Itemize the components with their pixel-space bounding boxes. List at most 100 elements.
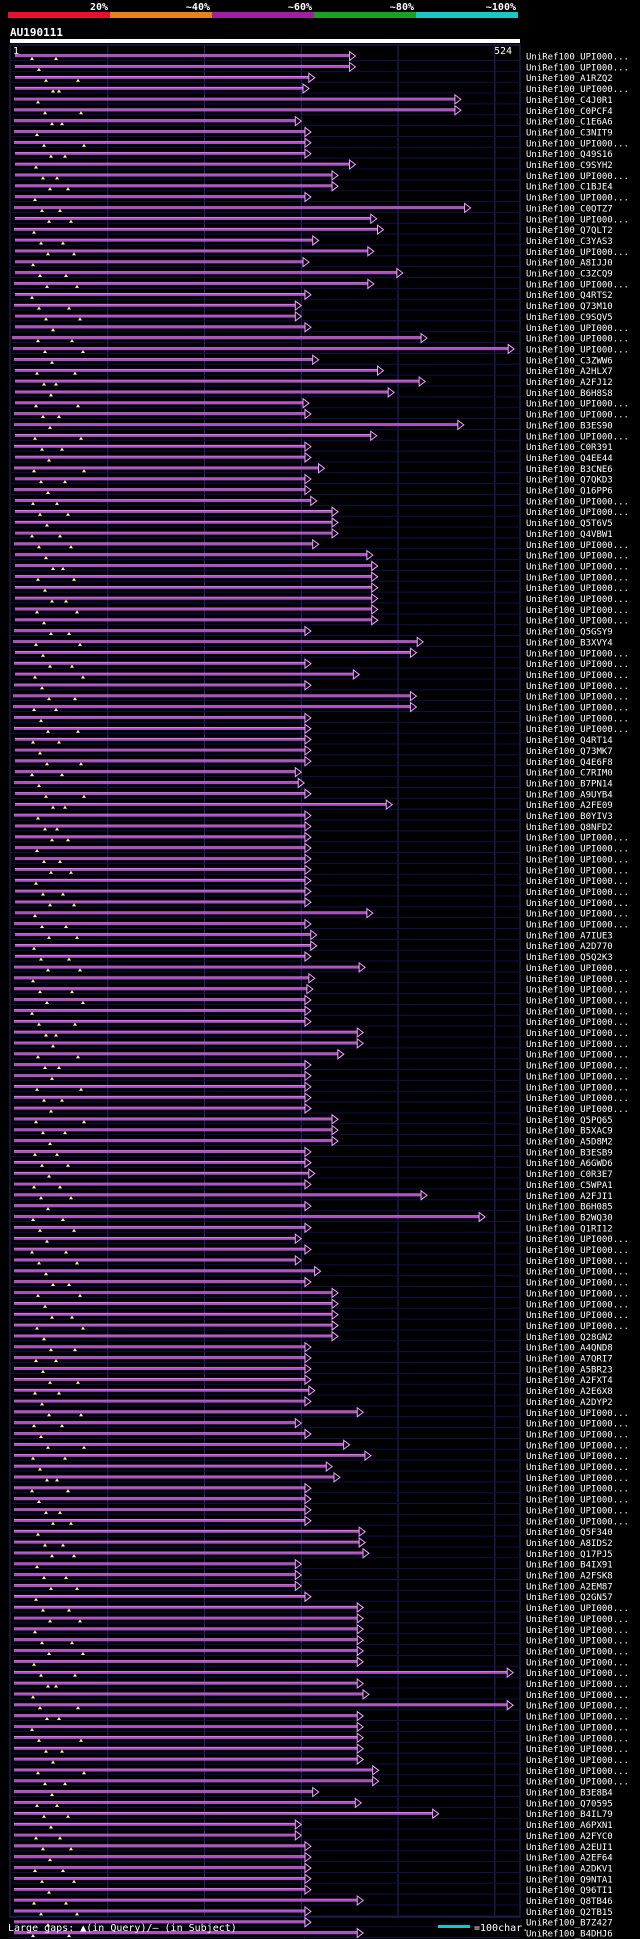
hit-arrowhead [302, 83, 310, 95]
hit-arrowhead [304, 1862, 312, 1874]
gap-marker [60, 1424, 64, 1428]
hit-label: UniRef100_UPI000... [526, 1680, 629, 1690]
gap-marker [32, 1901, 36, 1905]
hit-arrowhead [409, 647, 418, 659]
hit-arrowhead [372, 1775, 380, 1787]
hit-arrowhead [356, 1710, 365, 1722]
hit-arrowhead [420, 332, 428, 344]
hit-label: UniRef100_UPI000... [526, 85, 629, 95]
hit-label: UniRef100_UPI000... [526, 584, 629, 594]
gap-marker [55, 501, 59, 505]
hit-label: UniRef100_A2DYP2 [526, 1398, 613, 1408]
gap-marker [70, 1315, 74, 1319]
hit-arrowhead [304, 1916, 312, 1928]
hit-bar [14, 597, 373, 600]
hit-arrowhead [297, 777, 306, 789]
hit-bar [13, 98, 456, 101]
identity-label: ~100% [486, 2, 516, 13]
gap-marker [37, 1022, 41, 1026]
hit-arrowhead [356, 1406, 365, 1418]
hit-label: UniRef100_UPI000... [526, 1778, 629, 1788]
hit-bar [13, 1834, 297, 1837]
gap-marker [49, 1109, 53, 1113]
hit-bar [14, 369, 379, 372]
hit-bar [14, 933, 312, 937]
hit-label: UniRef100_C3ZCQ9 [526, 270, 613, 280]
gap-marker [30, 57, 34, 60]
gap-marker [47, 458, 51, 462]
gap-marker [70, 664, 74, 668]
hit-label: UniRef100_A2FJ12 [526, 378, 613, 388]
gap-marker [46, 252, 50, 256]
hit-label: UniRef100_UPI000... [526, 139, 629, 149]
gap-marker [47, 1413, 51, 1417]
gap-marker [34, 165, 38, 169]
gap-marker [81, 349, 85, 353]
gap-marker [41, 1847, 45, 1851]
gap-marker [33, 436, 37, 440]
hit-bar [13, 141, 306, 144]
hit-bar [14, 901, 306, 904]
gap-marker [73, 1348, 77, 1352]
hit-arrowhead [304, 1482, 312, 1494]
gap-marker [40, 1163, 44, 1167]
hit-arrowhead [356, 1645, 365, 1657]
hit-bar [13, 716, 306, 720]
hit-label: UniRef100_UPI000... [526, 649, 629, 659]
hit-label: UniRef100_B3XVY4 [526, 638, 613, 648]
hit-arrowhead [356, 1743, 365, 1755]
hit-arrowhead [352, 668, 361, 680]
hit-label: UniRef100_Q4E6F8 [526, 758, 613, 768]
hit-label: UniRef100_UPI000... [526, 562, 629, 572]
hit-label: UniRef100_Q16PP6 [526, 487, 613, 497]
hit-label: UniRef100_UPI000... [526, 552, 629, 562]
hit-label: UniRef100_UPI000... [526, 1040, 629, 1050]
gap-marker [61, 1217, 65, 1221]
gap-marker [66, 1489, 70, 1493]
gap-marker [47, 1174, 51, 1178]
hit-bar [13, 1367, 306, 1371]
hit-label: UniRef100_A7IUE3 [526, 931, 613, 941]
gap-marker [79, 111, 83, 115]
gap-marker [30, 1489, 34, 1493]
hit-arrowhead [308, 72, 316, 84]
gap-marker [37, 1738, 41, 1742]
hit-bar [13, 814, 306, 817]
hit-arrowhead [304, 1016, 312, 1028]
hit-arrowhead [370, 213, 378, 225]
hit-arrowhead [304, 1146, 312, 1158]
gap-marker [35, 610, 39, 614]
hit-label: UniRef100_UPI000... [526, 497, 629, 507]
gap-marker [48, 1380, 52, 1384]
hit-arrowhead [331, 1309, 339, 1321]
hit-bar [13, 1823, 297, 1826]
gap-marker [34, 642, 38, 646]
hit-bar [13, 1736, 359, 1739]
hit-label: UniRef100_C0PCF4 [526, 107, 613, 117]
hit-label: UniRef100_UPI000... [526, 877, 629, 887]
hit-label: UniRef100_Q49S16 [526, 150, 613, 160]
hit-arrowhead [314, 1265, 322, 1277]
hit-bar [14, 87, 305, 90]
gap-marker [37, 306, 41, 310]
hit-label: UniRef100_UPI000... [526, 1723, 629, 1733]
hit-bar [13, 1638, 359, 1642]
gap-marker [44, 317, 48, 321]
hit-label: UniRef100_UPI000... [526, 1474, 629, 1484]
hit-arrowhead [304, 864, 312, 876]
gap-marker [47, 935, 51, 939]
hit-label: UniRef100_UPI000... [526, 1300, 629, 1310]
gap-marker [39, 1434, 43, 1438]
hit-arrowhead [304, 1200, 312, 1212]
gap-marker [41, 415, 45, 419]
gap-marker [31, 1456, 35, 1460]
identity-legend: 20% ~40% ~60% ~80% ~100% [8, 2, 518, 18]
gap-marker [32, 1185, 36, 1189]
hit-bar [13, 1421, 297, 1425]
hit-arrowhead [356, 1602, 365, 1614]
hit-bar [14, 434, 372, 437]
gap-marker [39, 1196, 43, 1200]
hit-bar [14, 239, 314, 242]
gap-marker [64, 599, 68, 603]
hit-arrowhead [304, 1515, 312, 1527]
